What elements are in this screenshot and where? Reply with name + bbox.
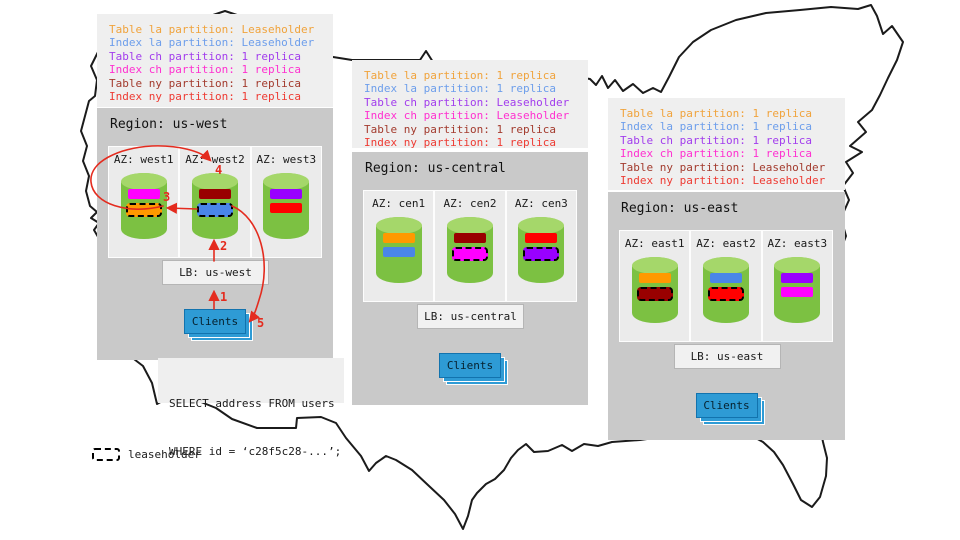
partition-bar — [270, 189, 303, 199]
leaseholder-label: leaseholder — [128, 448, 201, 461]
partition-bar — [270, 203, 303, 213]
sql-query-line1: SELECT address FROM users — [169, 397, 335, 410]
flow-step-3: 3 — [163, 190, 171, 204]
partition-bar — [781, 273, 814, 283]
az-label: AZ: cen3 — [514, 197, 568, 210]
partition-bar — [127, 189, 160, 199]
legend-line: Index la partition: Leaseholder — [109, 36, 315, 50]
db-node-cylinder — [774, 257, 821, 323]
sql-query-line2: WHERE id = ‘c28f5c28-...’; — [169, 445, 342, 458]
legend-line: Table ny partition: Leaseholder — [620, 160, 826, 174]
az-east1: AZ: east1 — [620, 231, 690, 341]
region-us-central: Region: us-central AZ: cen1 AZ: cen2 AZ:… — [352, 152, 588, 405]
leaseholder-swatch — [92, 448, 120, 461]
db-node-cylinder — [518, 217, 565, 283]
az-label: AZ: east2 — [696, 237, 756, 250]
sql-query-box: SELECT address FROM users WHERE id = ‘c2… — [158, 358, 344, 458]
region-title: Region: us-west — [110, 117, 228, 132]
legend-us-west: Table la partition: Leaseholder Index la… — [97, 14, 333, 107]
legend-us-east: Table la partition: 1 replica Index la p… — [608, 98, 845, 190]
db-node-cylinder — [631, 257, 678, 323]
legend-line: Table la partition: Leaseholder — [109, 23, 315, 36]
legend-line: Index ny partition: 1 replica — [109, 90, 302, 104]
load-balancer-us-central: LB: us-central — [417, 304, 524, 329]
az-east2: AZ: east2 — [691, 231, 761, 341]
region-us-west: Region: us-west AZ: west1 AZ: west2 AZ: … — [97, 108, 333, 360]
legend-line: Index la partition: 1 replica — [620, 120, 813, 134]
partition-bar-leaseholder — [523, 247, 560, 261]
db-node-cylinder — [702, 257, 749, 323]
az-container: AZ: cen1 AZ: cen2 AZ: cen3 — [363, 190, 577, 302]
az-west3: AZ: west3 — [251, 147, 321, 257]
load-balancer-us-east: LB: us-east — [673, 344, 781, 369]
db-node-cylinder — [191, 173, 238, 239]
clients-node-us-west: Clients — [184, 309, 253, 341]
partition-bar — [781, 287, 814, 297]
az-label: AZ: east3 — [767, 237, 828, 250]
az-container: AZ: east1 AZ: east2 AZ: east3 — [619, 230, 833, 342]
clients-node-us-central: Clients — [439, 353, 508, 385]
legend-line: Index ch partition: 1 replica — [620, 147, 813, 161]
legend-line: Index ch partition: Leaseholder — [364, 109, 570, 123]
az-label: AZ: east1 — [624, 237, 685, 250]
db-node-cylinder — [375, 217, 422, 283]
load-balancer-us-west: LB: us-west — [162, 260, 269, 285]
partition-bar — [525, 233, 558, 243]
legend-line: Table ny partition: 1 replica — [364, 122, 557, 136]
region-us-east: Region: us-east AZ: east1 AZ: east2 AZ: … — [608, 192, 845, 440]
legend-line: Table la partition: 1 replica — [364, 69, 557, 82]
partition-bar — [453, 233, 486, 243]
partition-bar-leaseholder — [125, 203, 162, 217]
az-label: AZ: cen2 — [443, 197, 497, 210]
legend-line: Index la partition: 1 replica — [364, 82, 557, 96]
leaseholder-key: leaseholder — [92, 448, 201, 461]
partition-bar — [198, 189, 231, 199]
legend-line: Index ny partition: 1 replica — [364, 136, 557, 150]
az-cen3: AZ: cen3 — [506, 191, 576, 301]
legend-line: Table ch partition: Leaseholder — [364, 95, 570, 109]
az-label: AZ: cen1 — [372, 197, 426, 210]
partition-bar-leaseholder — [707, 287, 744, 301]
partition-bar-leaseholder — [636, 287, 673, 301]
clients-node-us-east: Clients — [695, 393, 765, 425]
flow-step-2: 2 — [220, 239, 228, 253]
az-east3: AZ: east3 — [762, 231, 832, 341]
partition-bar-leaseholder — [196, 203, 233, 217]
flow-step-1: 1 — [220, 290, 228, 304]
az-cen1: AZ: cen1 — [364, 191, 434, 301]
db-node-cylinder — [120, 173, 167, 239]
legend-line: Table la partition: 1 replica — [620, 107, 813, 120]
clients-box: Clients — [439, 353, 501, 378]
legend-line: Index ch partition: 1 replica — [109, 63, 302, 77]
partition-bar — [382, 233, 415, 243]
clients-box: Clients — [184, 309, 246, 334]
partition-bar-leaseholder — [451, 247, 488, 261]
legend-line: Table ch partition: 1 replica — [109, 49, 302, 63]
flow-step-5: 5 — [257, 316, 265, 330]
db-node-cylinder — [263, 173, 310, 239]
legend-us-central: Table la partition: 1 replica Index la p… — [352, 60, 588, 150]
region-title: Region: us-central — [365, 161, 506, 176]
legend-line: Table ch partition: 1 replica — [620, 133, 813, 147]
legend-line: Table ny partition: 1 replica — [109, 76, 302, 90]
clients-box: Clients — [695, 393, 758, 418]
az-cen2: AZ: cen2 — [435, 191, 505, 301]
flow-step-4: 4 — [215, 163, 223, 177]
legend-line: Index ny partition: Leaseholder — [620, 174, 826, 188]
az-label: AZ: west1 — [113, 153, 174, 166]
db-node-cylinder — [446, 217, 493, 283]
partition-bar — [382, 247, 415, 257]
az-label: AZ: west3 — [256, 153, 317, 166]
region-title: Region: us-east — [621, 201, 739, 216]
partition-bar — [638, 273, 671, 283]
partition-bar — [709, 273, 742, 283]
